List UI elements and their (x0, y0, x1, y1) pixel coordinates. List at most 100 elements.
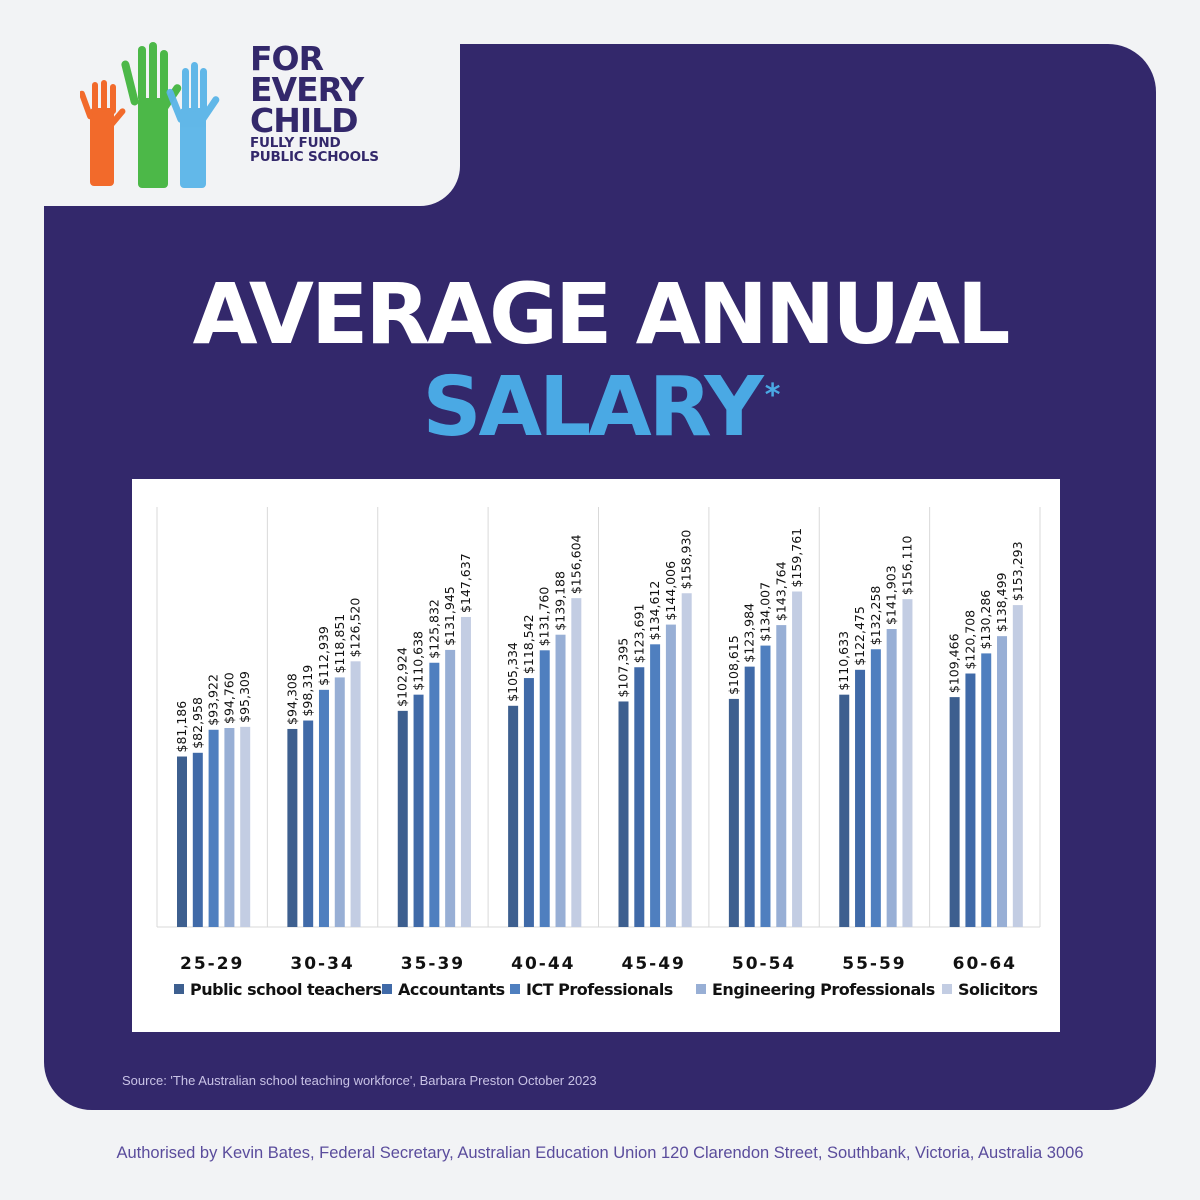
bar (318, 689, 329, 927)
bar (855, 669, 866, 927)
data-label: $131,760 (537, 587, 552, 647)
bar (460, 616, 471, 927)
x-tick-label: 50-54 (732, 954, 796, 974)
bar (192, 752, 203, 927)
data-label: $118,542 (521, 614, 536, 674)
x-tick-label: 30-34 (290, 954, 354, 974)
data-label: $102,924 (395, 647, 410, 707)
data-label: $120,708 (962, 610, 977, 670)
bar (208, 729, 219, 927)
data-label: $126,520 (348, 598, 363, 658)
brand-line-for: FOR (250, 39, 324, 78)
bar (792, 591, 803, 927)
logo-card: FOR EVERY CHILD FULLY FUND PUBLIC SCHOOL… (0, 0, 460, 206)
legend-swatch (942, 984, 952, 994)
authorisation-statement: Authorised by Kevin Bates, Federal Secre… (116, 1144, 1084, 1162)
data-label: $110,638 (411, 631, 426, 691)
bar (413, 694, 424, 927)
bar (508, 705, 519, 927)
bar (839, 694, 850, 927)
bar (997, 636, 1008, 927)
brand-line-child: CHILD (250, 101, 359, 140)
bar (350, 661, 361, 927)
bar (886, 629, 897, 927)
data-label: $94,760 (221, 672, 236, 724)
data-label: $141,903 (884, 565, 899, 625)
legend-swatch (510, 984, 520, 994)
bar (555, 634, 566, 927)
bar (240, 726, 251, 927)
bar (429, 662, 440, 927)
data-label: $81,186 (174, 701, 189, 753)
bar (1012, 605, 1023, 927)
source-note: Source: 'The Australian school teaching … (122, 1073, 597, 1088)
legend-label: Public school teachers (190, 980, 381, 999)
title-asterisk: * (764, 378, 781, 413)
legend-swatch (696, 984, 706, 994)
legend-label: ICT Professionals (526, 980, 673, 999)
x-tick-label: 55-59 (842, 954, 906, 974)
data-label: $138,499 (994, 572, 1009, 632)
bar (571, 598, 582, 927)
data-label: $144,006 (663, 561, 678, 621)
data-label: $93,922 (206, 674, 221, 726)
title-line-2: SALARY * (0, 360, 1200, 455)
chart-svg: $81,186 $82,958 $93,922 $94,760 $95,309 25-29… (156, 507, 1041, 999)
data-label: $131,945 (442, 586, 457, 646)
data-label: $82,958 (190, 697, 205, 749)
brand-wordmark: FOR EVERY CHILD FULLY FUND PUBLIC SCHOOL… (250, 42, 379, 164)
legend-label: Engineering Professionals (712, 980, 935, 999)
bar (303, 720, 314, 927)
bar (445, 649, 456, 927)
data-label: $158,930 (679, 530, 694, 590)
data-label: $125,832 (426, 599, 441, 659)
x-tick-label: 40-44 (511, 954, 575, 974)
data-label: $108,615 (726, 635, 741, 695)
data-label: $159,761 (789, 528, 804, 588)
x-tick-label: 25-29 (180, 954, 244, 974)
data-label: $110,633 (836, 631, 851, 691)
data-label: $147,637 (458, 553, 473, 613)
bar (981, 653, 992, 927)
data-label: $132,258 (868, 586, 883, 646)
hands-logo-icon (80, 42, 220, 188)
bar (177, 756, 187, 927)
bar (650, 644, 661, 927)
brand-tagline-1: FULLY FUND (250, 135, 341, 151)
data-label: $139,188 (553, 571, 568, 631)
data-label: $123,691 (631, 604, 646, 664)
bar (334, 677, 345, 927)
data-label: $134,007 (757, 582, 772, 642)
data-label: $94,308 (284, 673, 299, 725)
data-label: $130,286 (978, 590, 993, 650)
data-label: $134,612 (647, 581, 662, 641)
data-label: $98,319 (300, 665, 315, 717)
bar (618, 701, 629, 927)
legend-swatch (382, 984, 392, 994)
data-label: $105,334 (505, 642, 520, 702)
bar (744, 666, 755, 927)
bar (634, 667, 645, 927)
bar (760, 645, 771, 927)
bar (539, 650, 550, 927)
data-label: $156,110 (899, 535, 914, 595)
bar (681, 593, 692, 927)
data-label: $109,466 (947, 633, 962, 693)
data-label: $123,984 (742, 603, 757, 663)
salary-chart: $81,186 $82,958 $93,922 $94,760 $95,309 25-29… (132, 479, 1060, 1032)
bar (902, 599, 913, 927)
data-label: $122,475 (852, 606, 867, 666)
bar (665, 624, 676, 927)
bar (523, 678, 534, 927)
legend-swatch (174, 984, 184, 994)
data-label: $153,293 (1010, 541, 1025, 601)
x-tick-label: 45-49 (622, 954, 686, 974)
bar (870, 649, 881, 927)
data-label: $107,395 (616, 638, 631, 698)
bar (397, 710, 408, 927)
x-tick-label: 60-64 (953, 954, 1017, 974)
legend-label: Accountants (398, 980, 505, 999)
data-label: $156,604 (568, 534, 583, 594)
bar (949, 697, 960, 927)
data-label: $112,939 (316, 626, 331, 686)
